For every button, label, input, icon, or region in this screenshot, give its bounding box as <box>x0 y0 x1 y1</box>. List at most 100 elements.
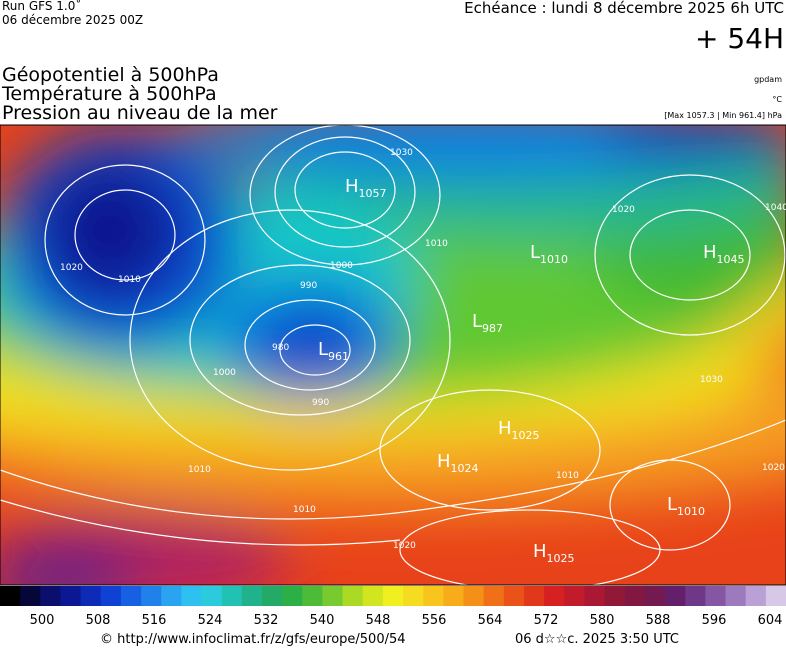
footer-url[interactable]: © http://www.infoclimat.fr/z/gfs/europe/… <box>100 632 406 647</box>
run-date: 06 décembre 2025 00Z <box>2 13 143 27</box>
colorbar-swatch <box>382 586 404 606</box>
center-type: L <box>472 311 482 332</box>
colorbar-label: 532 <box>254 613 279 628</box>
colorbar-swatch <box>302 586 323 606</box>
center-type: H <box>498 418 512 439</box>
colorbar-swatch <box>362 586 384 606</box>
isobar-label: 1040 <box>765 203 786 213</box>
center-type: H <box>533 541 547 562</box>
isobar-label: 980 <box>272 343 289 353</box>
colorbar-swatch <box>100 586 122 606</box>
colorbar-label: 524 <box>198 613 223 628</box>
colorbar-swatch <box>665 586 686 606</box>
colorbar-swatch <box>503 586 525 606</box>
center-value: 1010 <box>540 253 568 266</box>
pressure-center: H1024 <box>437 451 479 475</box>
colorbar-swatch <box>282 586 303 606</box>
colorbar-label: 540 <box>310 613 335 628</box>
center-type: H <box>703 242 717 263</box>
center-value: 1024 <box>451 462 479 475</box>
colorbar-swatch <box>604 586 626 606</box>
pressure-center: L987 <box>472 311 503 335</box>
center-value: 1025 <box>512 429 540 442</box>
colorbar-swatch <box>80 586 102 606</box>
center-type: H <box>345 176 359 197</box>
colorbar-swatch <box>403 586 424 606</box>
colorbar-swatch <box>201 586 223 606</box>
center-value: 1010 <box>677 505 705 518</box>
colorbar-swatch <box>685 586 706 606</box>
colorbar: 500 508 516 524 532 540 548 556 564 572 580 588 596 6… <box>0 586 786 628</box>
isobar-label: 1010 <box>556 471 579 481</box>
colorbar-swatch <box>725 586 747 606</box>
colorbar-swatch <box>423 586 444 606</box>
colorbar-swatch <box>221 586 243 606</box>
colorbar-label: 580 <box>590 613 615 628</box>
center-type: L <box>667 494 677 515</box>
pressure-center: H1025 <box>498 418 540 442</box>
lead-time: + 54H <box>695 22 784 55</box>
colorbar-swatch <box>644 586 666 606</box>
isobar-label: 1010 <box>293 505 316 515</box>
colorbar-swatch <box>161 586 182 606</box>
unit: °C <box>772 95 782 104</box>
center-type: L <box>530 242 540 263</box>
colorbar-swatch <box>262 586 283 606</box>
colorbar-label: 508 <box>86 613 111 628</box>
colorbar-swatch <box>705 586 727 606</box>
colorbar-label: 500 <box>30 613 55 628</box>
colorbar-label: 556 <box>422 613 447 628</box>
colorbar-label: 572 <box>534 613 559 628</box>
isobar-label: 1000 <box>330 261 353 271</box>
pressure-center: L1010 <box>667 494 705 518</box>
center-value: 1045 <box>717 253 745 266</box>
center-value: 987 <box>482 322 503 335</box>
range: [Max 1057.3 | Min 961.4] hPa <box>664 111 782 120</box>
title: Géopotentiel à 500hPa <box>2 64 219 86</box>
isobar-label: 1030 <box>700 375 723 385</box>
colorbar-swatch <box>564 586 585 606</box>
colorbar-swatch <box>322 586 344 606</box>
colorbar-swatch <box>181 586 203 606</box>
colorbar-swatch <box>60 586 82 606</box>
colorbar-swatch <box>443 586 465 606</box>
colorbar-swatch <box>342 586 364 606</box>
isobar-label: 990 <box>312 398 329 408</box>
colorbar-swatch <box>40 586 61 606</box>
center-type: L <box>318 339 328 360</box>
isobar-label: 1020 <box>60 263 83 273</box>
pressure-center: L961 <box>318 339 349 363</box>
colorbar-label: 604 <box>758 613 783 628</box>
isobar-label: 1010 <box>425 239 448 249</box>
colorbar-swatch <box>20 586 41 606</box>
colorbar-swatch <box>584 586 606 606</box>
center-value: 961 <box>328 350 349 363</box>
pressure-center: L1010 <box>530 242 568 266</box>
run: Run GFS 1.0˚ <box>2 0 81 13</box>
isobar-label: 1010 <box>188 465 211 475</box>
title: Température à 500hPa <box>1 83 217 105</box>
center-value: 1025 <box>547 552 575 565</box>
colorbar-label: 516 <box>142 613 167 628</box>
colorbar-swatch <box>120 586 142 606</box>
isobar-label: 1020 <box>393 541 416 551</box>
isobar-label: 1030 <box>390 148 413 158</box>
colorbar-swatch <box>624 586 646 606</box>
colorbar-swatch <box>483 586 505 606</box>
isobar-label: 1010 <box>118 275 141 285</box>
colorbar-swatch <box>745 586 767 606</box>
isobar-label: 1000 <box>213 368 236 378</box>
isobar-label: 1020 <box>762 463 785 473</box>
colorbar-swatch <box>463 586 485 606</box>
isobar-label: 1020 <box>612 205 635 215</box>
colorbar-label: 596 <box>702 613 727 628</box>
pressure-center: H1025 <box>533 541 575 565</box>
footer-time: 06 d☆☆c. 2025 3:50 UTC <box>515 632 679 647</box>
colorbar-swatch <box>241 586 263 606</box>
colorbar-swatch <box>0 586 21 606</box>
colorbar-swatch <box>544 586 565 606</box>
center-type: H <box>437 451 451 472</box>
colorbar-swatch <box>765 586 786 606</box>
pressure-center: H1057 <box>345 176 387 200</box>
title: Pression au niveau de la mer <box>2 102 278 124</box>
